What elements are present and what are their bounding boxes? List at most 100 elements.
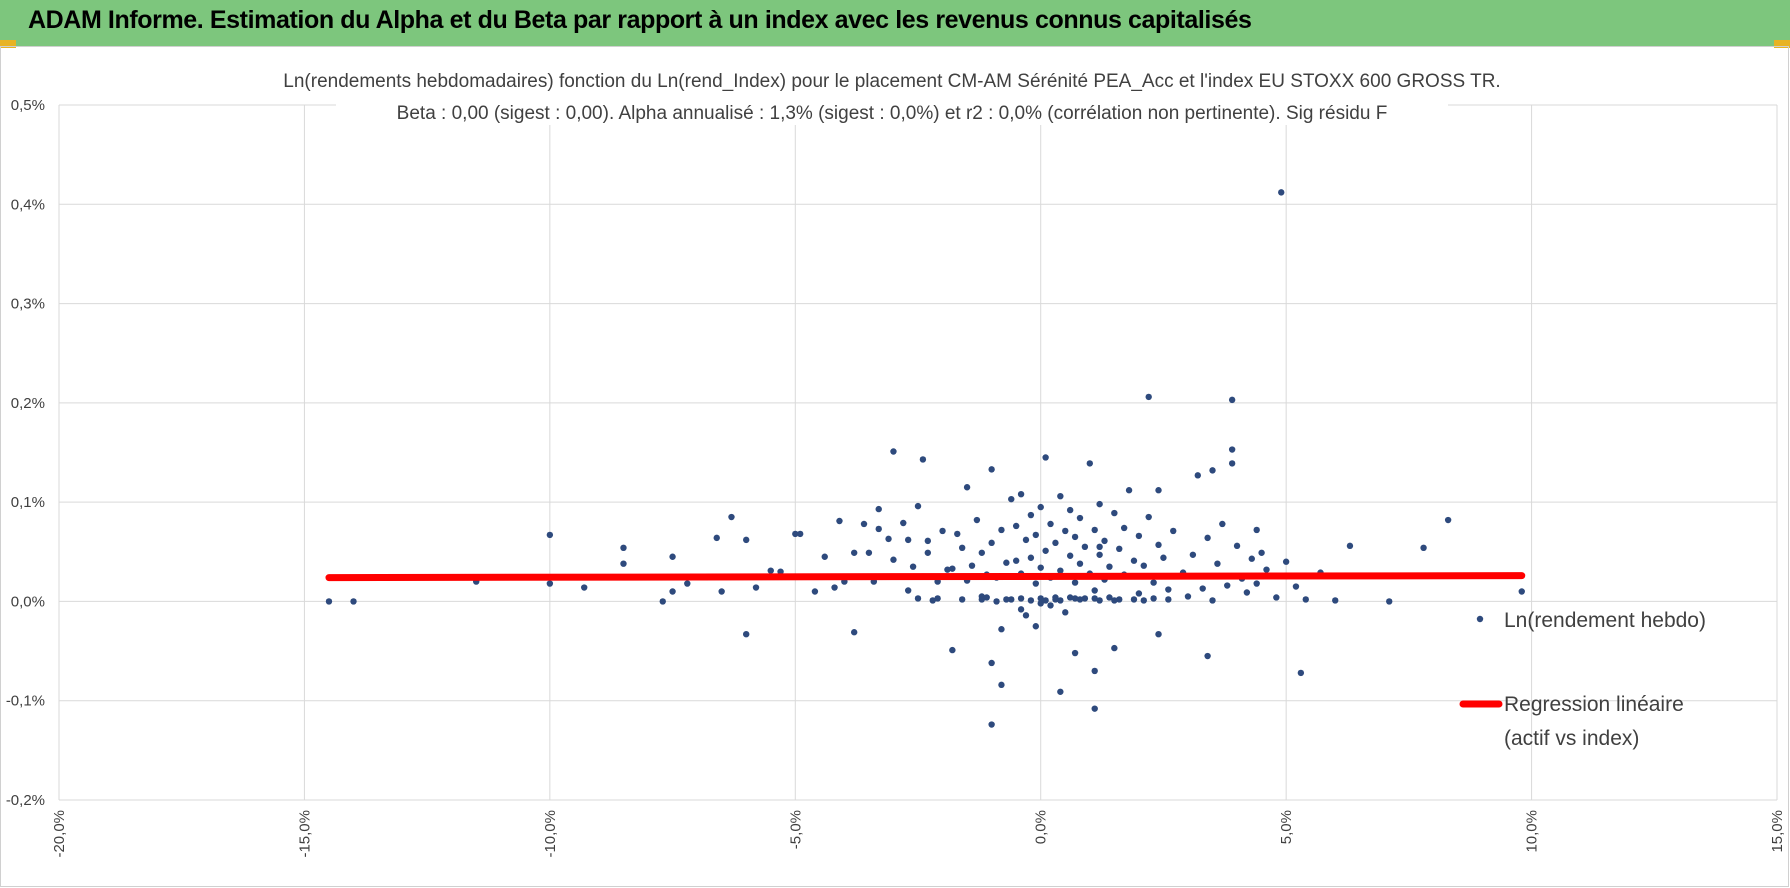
data-point bbox=[1282, 558, 1290, 565]
data-point bbox=[767, 567, 774, 574]
data-point bbox=[1140, 562, 1147, 569]
data-point bbox=[1071, 595, 1079, 602]
data-point bbox=[934, 595, 941, 602]
data-point bbox=[904, 587, 912, 594]
data-point bbox=[1135, 532, 1143, 540]
data-point bbox=[1194, 472, 1201, 479]
data-point bbox=[1012, 522, 1020, 530]
data-point bbox=[954, 530, 961, 538]
data-point bbox=[1096, 500, 1103, 508]
data-point bbox=[1125, 487, 1133, 494]
data-point bbox=[792, 530, 799, 538]
data-point bbox=[1057, 688, 1064, 695]
data-point bbox=[1091, 667, 1098, 675]
y-tick-label: 0,0% bbox=[11, 593, 45, 610]
data-point bbox=[1017, 606, 1025, 613]
data-point bbox=[1120, 524, 1128, 532]
data-point bbox=[1444, 516, 1452, 524]
data-point bbox=[850, 549, 858, 556]
data-point bbox=[904, 536, 912, 544]
data-point bbox=[1150, 595, 1157, 602]
data-point bbox=[1184, 593, 1192, 600]
regression-line bbox=[325, 572, 1526, 582]
data-point bbox=[1116, 545, 1123, 553]
legend-label-regression-line2: (actif vs index) bbox=[1504, 727, 1639, 750]
data-point bbox=[836, 517, 843, 525]
data-point bbox=[988, 721, 995, 728]
data-point bbox=[1096, 597, 1103, 604]
data-point bbox=[1101, 537, 1108, 545]
data-point bbox=[728, 513, 735, 521]
data-point bbox=[1228, 460, 1236, 467]
data-point bbox=[949, 646, 956, 654]
scatter-chart: -0,2% -0,1% 0,0% 0,1% 0,2% 0,3% 0,4% 0,5% -20,0%… bbox=[6, 65, 1786, 858]
data-point bbox=[890, 448, 897, 455]
data-point bbox=[1091, 526, 1098, 534]
data-point bbox=[1003, 596, 1010, 603]
data-point bbox=[1243, 589, 1251, 596]
data-point bbox=[620, 560, 627, 567]
data-point bbox=[924, 537, 932, 545]
chart-title-background bbox=[216, 65, 1568, 93]
data-point bbox=[865, 549, 873, 556]
x-tick-label: -10,0% bbox=[542, 810, 559, 858]
data-point bbox=[1066, 506, 1074, 514]
data-point bbox=[1032, 531, 1040, 539]
data-point bbox=[546, 531, 554, 539]
data-point bbox=[1233, 542, 1241, 550]
data-point bbox=[1081, 543, 1089, 551]
data-point bbox=[1140, 597, 1147, 604]
data-point bbox=[1204, 534, 1211, 542]
y-tick-label: -0,1% bbox=[6, 693, 45, 710]
data-point bbox=[752, 584, 760, 591]
data-point bbox=[1263, 566, 1270, 573]
data-point bbox=[1111, 644, 1118, 652]
data-point bbox=[988, 466, 995, 473]
data-point bbox=[1155, 630, 1162, 638]
data-point bbox=[1096, 551, 1103, 558]
data-point bbox=[1057, 597, 1064, 604]
data-point bbox=[983, 594, 990, 601]
chart-subtitle: Beta : 0,00 (sigest : 0,00). Alpha annua… bbox=[397, 103, 1388, 124]
data-point bbox=[993, 598, 1000, 605]
data-point bbox=[1062, 609, 1069, 616]
data-point bbox=[1214, 560, 1221, 567]
x-tick-label: -15,0% bbox=[296, 810, 313, 858]
chart-title: Ln(rendements hebdomadaires) fonction du… bbox=[283, 71, 1500, 92]
data-point bbox=[1518, 588, 1525, 595]
data-point bbox=[1165, 596, 1172, 603]
data-point bbox=[1042, 597, 1049, 604]
corner-marker-left bbox=[0, 40, 16, 48]
data-point bbox=[1116, 596, 1123, 603]
legend-label-regression-line1: Regression linéaire bbox=[1504, 693, 1684, 716]
data-point bbox=[1027, 554, 1035, 561]
data-point bbox=[1135, 590, 1143, 597]
data-point bbox=[988, 539, 995, 547]
data-point bbox=[1209, 467, 1216, 474]
data-point bbox=[949, 565, 956, 572]
data-point bbox=[811, 588, 819, 595]
data-point bbox=[1076, 514, 1084, 522]
data-point bbox=[1076, 560, 1084, 567]
data-point bbox=[713, 534, 720, 542]
data-point bbox=[669, 588, 676, 595]
data-point bbox=[659, 598, 666, 605]
legend-marker-scatter bbox=[1476, 615, 1484, 623]
banner-title: ADAM Informe. Estimation du Alpha et du … bbox=[28, 6, 1252, 34]
data-point bbox=[620, 544, 627, 552]
data-point bbox=[860, 520, 868, 528]
y-tick-label: 0,2% bbox=[11, 395, 45, 412]
data-point bbox=[796, 530, 804, 538]
data-point bbox=[998, 681, 1005, 689]
data-point bbox=[978, 596, 986, 603]
data-point bbox=[1017, 595, 1025, 602]
data-point bbox=[900, 519, 907, 527]
data-point bbox=[1091, 705, 1098, 712]
data-point bbox=[890, 556, 897, 563]
data-point bbox=[1022, 536, 1030, 544]
data-point bbox=[1209, 597, 1216, 604]
x-tick-label: 10,0% bbox=[1524, 810, 1541, 853]
data-point bbox=[909, 563, 917, 570]
data-point bbox=[1022, 612, 1030, 619]
data-point bbox=[1228, 396, 1236, 404]
